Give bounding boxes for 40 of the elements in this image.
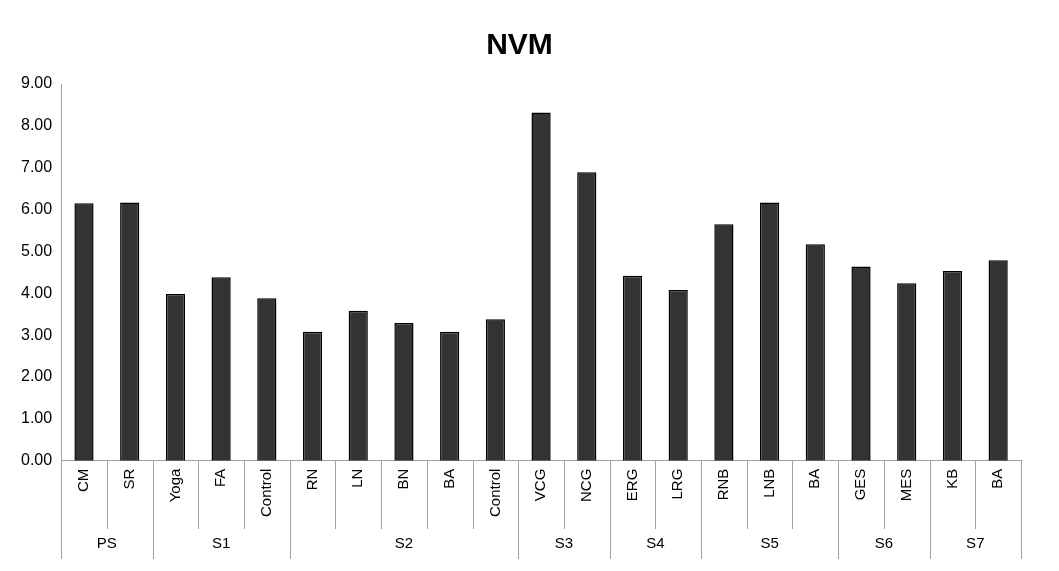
x-tick-label: MES [896, 468, 914, 502]
x-tick-label: ERG [622, 468, 640, 502]
y-tick-label: 5.00 [21, 241, 53, 259]
text: PS [96, 534, 117, 552]
x-tick-label: Control [256, 468, 274, 517]
text: S7 [966, 534, 985, 552]
x-tick-label: FA [211, 468, 229, 487]
y-tick-label: 2.00 [21, 367, 53, 385]
x-tick-label: CM [74, 468, 92, 492]
text: S3 [554, 534, 574, 552]
x-tick-label: KB [942, 468, 960, 489]
x-tick-label: GES [851, 468, 869, 501]
text: S1 [211, 534, 231, 552]
text: S5 [760, 534, 779, 552]
text: S6 [874, 534, 894, 552]
text: S2 [394, 534, 414, 552]
x-tick-label: VCG [531, 468, 549, 502]
x-tick-label: LRG [668, 468, 686, 500]
y-tick-label: 7.00 [21, 158, 53, 176]
x-tick-label: NCG [576, 468, 594, 502]
chart-title: NVM [486, 27, 553, 61]
y-tick-label: 6.00 [21, 199, 53, 217]
x-tick-label: Control [485, 468, 503, 517]
x-tick-label: BN [394, 468, 412, 490]
y-tick-label: 9.00 [21, 74, 53, 92]
y-tick-label: 0.00 [21, 451, 53, 469]
y-tick-label: 8.00 [21, 116, 53, 134]
x-tick-label: SR [119, 468, 137, 490]
x-tick-label: BA [439, 468, 457, 489]
y-tick-label: 4.00 [21, 283, 53, 301]
x-tick-label: RN [302, 468, 320, 491]
text: S4 [646, 534, 665, 552]
x-tick-label: RNB [714, 468, 732, 501]
x-tick-label: Yoga [165, 467, 183, 503]
y-tick-label: 3.00 [21, 325, 53, 343]
x-tick-label: LN [348, 468, 366, 488]
x-tick-label: BA [805, 468, 823, 489]
y-tick-label: 1.00 [21, 409, 53, 427]
x-tick-label: BA [988, 468, 1006, 489]
x-tick-label: LNB [759, 468, 777, 498]
